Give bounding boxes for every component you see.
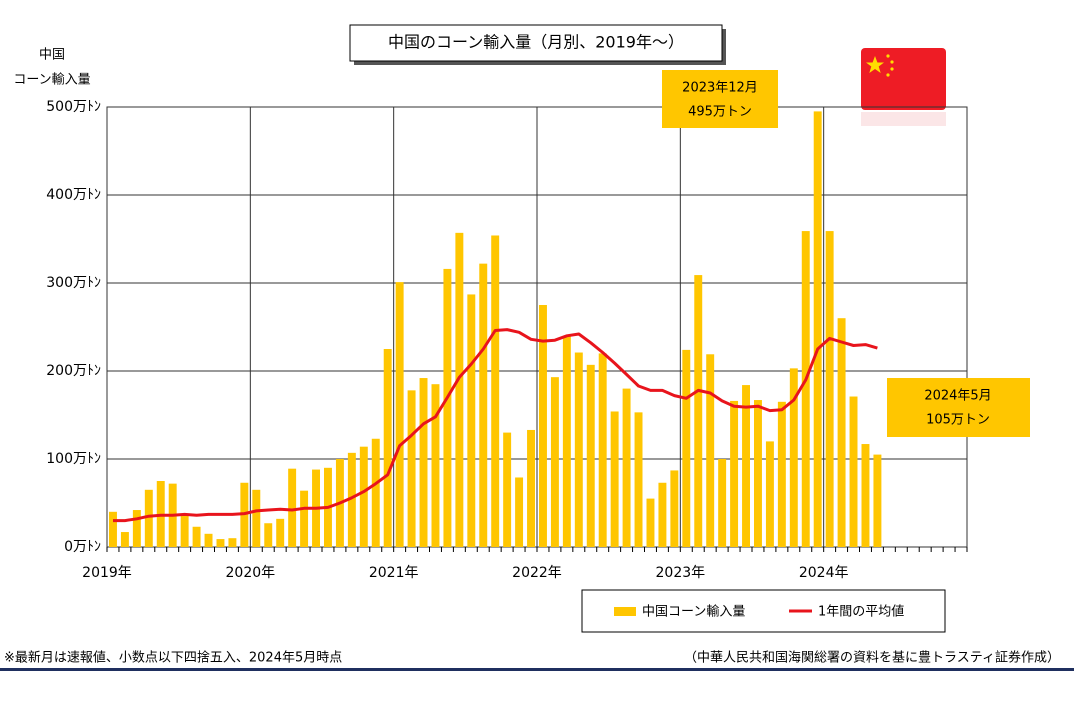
x-tick-label: 2020年 [226,565,276,581]
bar [610,411,619,547]
bar [419,378,428,547]
x-tick-label: 2022年 [512,565,562,581]
bar [228,538,237,547]
bar [550,377,559,547]
bar [849,396,858,547]
x-tick-label: 2024年 [799,565,849,581]
bar [395,282,404,547]
bar [180,514,189,547]
bar [467,294,476,547]
y-tick-label: 0万ﾄﾝ [64,539,101,555]
annotation: 105万トン [926,413,990,428]
bar [765,441,774,547]
bar [359,446,368,547]
bar [658,482,667,547]
annotation: 2024年5月 [924,389,991,404]
annotation-box [662,70,778,128]
y-tick-label: 300万ﾄﾝ [46,275,101,291]
footnote: （中華人民共和国海関総署の資料を基に豊トラスティ証券作成） [684,650,1060,666]
bar [646,498,655,547]
bar [407,390,416,547]
bar [300,490,309,547]
line [113,328,878,523]
annotation: 495万トン [688,105,752,120]
bar [109,511,117,547]
bar [813,111,822,548]
bar [754,400,762,547]
bar [527,429,535,547]
y-tick-label: 100万ﾄﾝ [46,451,101,467]
bar [216,539,225,547]
bar [873,454,882,547]
bar [347,452,356,547]
bar [825,231,834,547]
bar [861,444,870,547]
title-box [349,24,723,62]
bar [252,489,261,547]
y-tick-label: 400万ﾄﾝ [46,187,101,203]
legend-label: 中国コーン輸入量 [642,605,745,620]
bar [264,523,273,547]
y-axis-label: コーン輸入量 [13,73,90,88]
flag [861,48,946,126]
divider [0,668,1074,671]
legend-swatch [614,607,636,616]
bar [562,335,571,547]
bar [515,477,524,547]
bar [120,532,129,547]
bar [443,268,452,547]
bar [634,412,643,547]
bar [586,364,595,547]
y-axis-label: 中国 [39,48,65,63]
bar [288,468,297,547]
bar [706,354,715,547]
bar [192,526,201,547]
legend-label: 1年間の平均値 [818,604,904,620]
bar [491,235,500,548]
bar [431,384,440,547]
bar [730,400,739,547]
x-tick-label: 2021年 [369,565,419,581]
y-tick-label: 500万ﾄﾝ [46,99,101,115]
annotation-box [887,378,1030,437]
x-tick-label: 2023年 [656,565,706,581]
bar [503,432,512,547]
bar [276,518,285,547]
bar [539,305,547,547]
footnote: ※最新月は速報値、小数点以下四捨五入、2024年5月時点 [4,650,342,666]
bar [132,510,141,547]
bar [694,275,703,547]
bar [789,368,798,547]
bar [383,349,392,547]
bar [455,232,464,547]
bar [598,353,607,547]
bar [801,231,810,547]
bar [670,470,679,547]
bar [777,401,786,547]
bar [837,318,846,547]
bar [718,459,727,547]
bar [371,438,380,547]
legend [581,589,946,633]
chart-title: 中国のコーン輸入量（月別、2019年～） [388,33,684,52]
bar [682,349,691,547]
bar [204,533,213,547]
x-tick-label: 2019年 [82,565,132,581]
bar [574,352,583,547]
bar [479,263,488,547]
y-tick-label: 200万ﾄﾝ [46,363,101,379]
bar [742,385,750,547]
annotation: 2023年12月 [682,81,758,96]
bar [622,388,631,547]
bar [144,489,153,547]
